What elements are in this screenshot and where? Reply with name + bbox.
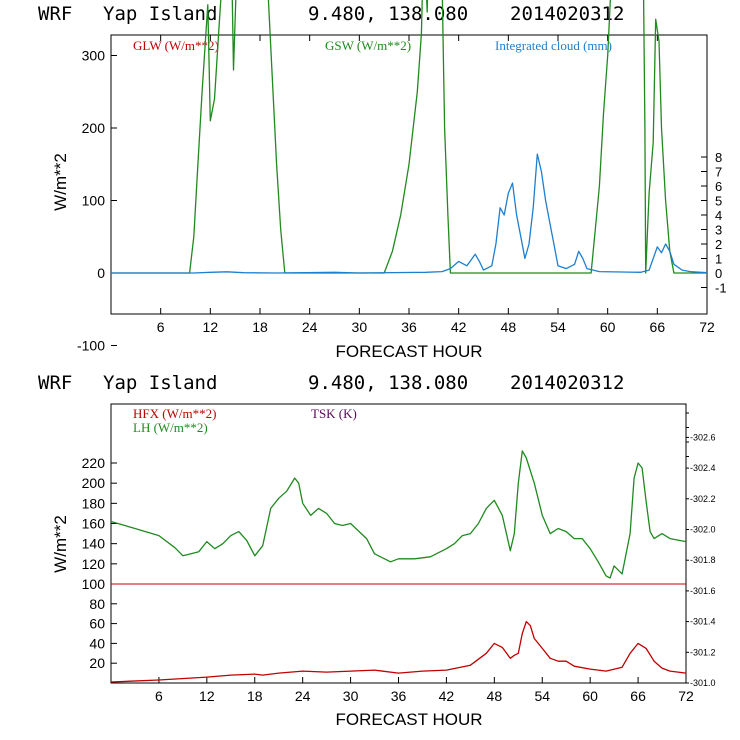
chart2-x-tick-label: 48 <box>487 688 503 704</box>
chart1-y2-tick-label: -1 <box>715 281 727 296</box>
chart2-lower-y-tick-label: 80 <box>89 596 105 612</box>
chart2-plot-frame <box>110 403 687 684</box>
chart1-series-line-2 <box>111 153 708 274</box>
chart2-y2-tick-label: -302.6 <box>690 432 716 442</box>
chart2-upper-y-tick-label: 140 <box>82 536 106 552</box>
chart1-y-tick-label: 0 <box>97 265 105 281</box>
chart2-upper-y-tick-label: 200 <box>82 475 106 491</box>
chart1-y2-tick-label: 5 <box>715 194 722 209</box>
chart1-legend-glw: GLW (W/m**2) <box>133 38 219 53</box>
chart2-lower-y-tick-label: 20 <box>89 655 105 671</box>
chart1-x-tick-label: 60 <box>600 319 616 335</box>
chart2-y2-tick-label: -301.8 <box>690 555 716 565</box>
chart2-y2-tick-label: -302.4 <box>690 463 716 473</box>
chart2-x-tick-label: 36 <box>391 688 407 704</box>
chart2-x-axis-label: FORECAST HOUR <box>335 710 482 729</box>
chart1-y-tick-label: 300 <box>82 48 106 64</box>
chart2-legend-hfx: HFX (W/m**2) <box>133 406 216 421</box>
chart2-legend-tsk: TSK (K) <box>311 406 357 421</box>
chart1-y-axis-label: W/m**2 <box>51 153 70 211</box>
chart1-x-tick-label: 42 <box>451 319 467 335</box>
chart1-series <box>111 0 708 274</box>
chart1-y-tick-label: 100 <box>82 193 106 209</box>
chart1-x-tick-label: 72 <box>699 319 715 335</box>
chart2-x-tick-label: 66 <box>630 688 646 704</box>
chart1-y2-tick-label: 7 <box>715 165 722 180</box>
chart2-x-tick-label: 12 <box>199 688 215 704</box>
chart1-x-tick-label: 12 <box>203 319 219 335</box>
chart1-title-location: Yap Island <box>103 3 217 25</box>
chart2-y2-tick-label: -301.6 <box>690 586 716 596</box>
chart1-x-tick-label: 24 <box>302 319 318 335</box>
chart2-x-tick-label: 60 <box>582 688 598 704</box>
chart1-legend-gsw: GSW (W/m**2) <box>325 38 411 53</box>
chart1-title-run: 2014020312 <box>510 3 624 25</box>
chart2-title-run: 2014020312 <box>510 372 624 394</box>
chart2-x-tick-label: 42 <box>439 688 455 704</box>
chart1-x-tick-label: 36 <box>401 319 417 335</box>
chart1-y-tick-label: 200 <box>82 120 106 136</box>
chart2-upper-y-tick-label: 120 <box>82 556 106 572</box>
chart1-y2-tick-label: 1 <box>715 252 722 267</box>
chart2-y-axis-label: W/m**2 <box>51 515 70 573</box>
chart2-x-tick-label: 6 <box>155 688 163 704</box>
chart1-legend-cloud: Integrated cloud (mm) <box>495 38 612 53</box>
chart2-y2-tick-label: -301.0 <box>690 678 716 688</box>
chart2-x-tick-label: 30 <box>343 688 359 704</box>
chart2-lower-y-tick-label: 100 <box>82 576 106 592</box>
chart1-y2-tick-label: 3 <box>715 223 722 238</box>
chart2-lower-y-tick-label: 40 <box>89 635 105 651</box>
chart2-x-tick-label: 18 <box>247 688 263 704</box>
chart1-x-tick-label: 48 <box>501 319 517 335</box>
chart1-x-axis-label: FORECAST HOUR <box>335 342 482 361</box>
chart1-y-tick-label: -100 <box>77 338 105 354</box>
chart1-y2-tick-label: 4 <box>715 208 722 223</box>
chart1-title-model: WRF <box>38 3 72 25</box>
chart2-upper-y-tick-label: 160 <box>82 516 106 532</box>
chart1-ticks: 6121824303642485460667280070060050040030… <box>77 35 727 354</box>
chart1-x-tick-label: 30 <box>352 319 368 335</box>
chart1-x-tick-label: 54 <box>550 319 566 335</box>
chart2-series-line-1 <box>110 450 687 579</box>
chart2-legend-lh: LH (W/m**2) <box>133 420 208 435</box>
chart1-x-tick-label: 18 <box>252 319 268 335</box>
chart2-x-tick-label: 54 <box>534 688 550 704</box>
chart2-title-model: WRF <box>38 372 72 394</box>
chart1-y2-tick-label: 0 <box>715 266 722 281</box>
chart1-y2-tick-label: 6 <box>715 179 722 194</box>
chart2-title-location: Yap Island <box>103 372 217 394</box>
chart2-x-tick-label: 72 <box>678 688 694 704</box>
chart2-x-tick-label: 24 <box>295 688 311 704</box>
chart1-x-tick-label: 66 <box>650 319 666 335</box>
chart1-y2-tick-label: 8 <box>715 150 722 165</box>
chart1-title-coords: 9.480, 138.080 <box>308 3 468 25</box>
chart2-ticks: 6 12 18 24 30 36 42 48 54 60 66 72 20 40 60 80 100 120 140… <box>82 412 716 704</box>
chart2-series <box>110 450 687 683</box>
chart2-y2-tick-label: -301.4 <box>690 617 716 627</box>
chart2-upper-y-tick-label: 180 <box>82 495 106 511</box>
chart2-y2-tick-label: -301.2 <box>690 647 716 657</box>
chart2-y2-tick-label: -302.2 <box>690 494 716 504</box>
chart1-y2-tick-label: 2 <box>715 237 722 252</box>
chart2-y2-tick-label: -302.0 <box>690 525 716 535</box>
chart2-series-line-0 <box>110 620 687 683</box>
chart2-upper-y-tick-label: 220 <box>82 455 106 471</box>
chart2-lower-y-tick-label: 60 <box>89 616 105 632</box>
chart2-title-coords: 9.480, 138.080 <box>308 372 468 394</box>
chart1-x-tick-label: 6 <box>157 319 165 335</box>
